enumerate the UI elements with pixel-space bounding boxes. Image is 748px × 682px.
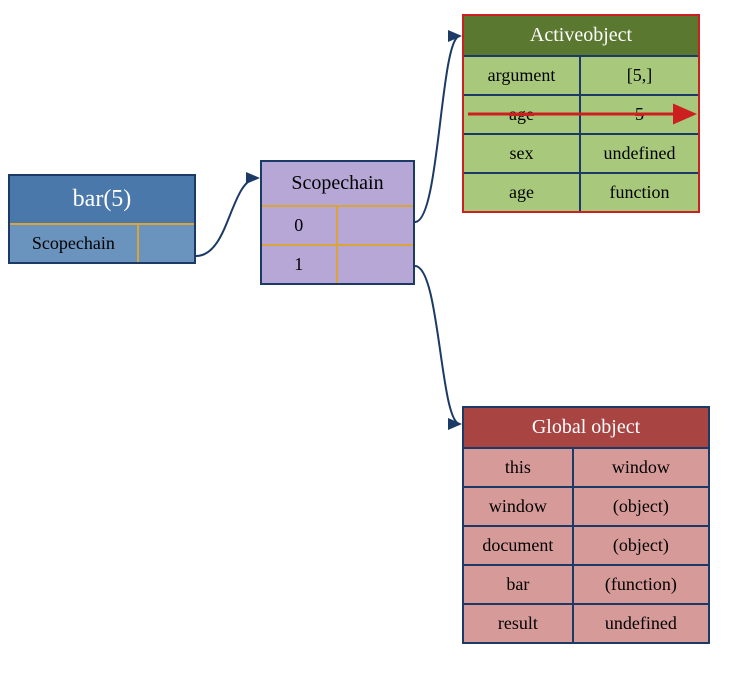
global-val: (function) (574, 566, 708, 603)
global-key: this (464, 449, 574, 486)
bar-title: bar(5) (10, 176, 194, 223)
global-val: undefined (574, 605, 708, 642)
arrow-scope1-to-global (415, 266, 460, 424)
scope-idx-1: 1 (262, 246, 338, 283)
bar-scopechain-ptr (139, 225, 194, 262)
active-val: undefined (581, 135, 698, 172)
global-row: this window (464, 447, 708, 486)
scopechain-title: Scopechain (262, 162, 413, 205)
arrow-bar-to-scope (196, 178, 258, 256)
scope-idx-0: 0 (262, 207, 338, 244)
active-key: sex (464, 135, 581, 172)
scope-row-0: 0 (262, 205, 413, 244)
global-key: result (464, 605, 574, 642)
arrow-scope0-to-active (415, 36, 460, 222)
active-row: age function (464, 172, 698, 211)
active-row: sex undefined (464, 133, 698, 172)
active-val: function (581, 174, 698, 211)
global-row: window (object) (464, 486, 708, 525)
global-val: window (574, 449, 708, 486)
global-row: result undefined (464, 603, 708, 642)
globalobject-box: Global object this window window (object… (462, 406, 710, 644)
active-key: age (464, 96, 581, 133)
scopechain-box: Scopechain 0 1 (260, 160, 415, 285)
globalobject-title: Global object (464, 408, 708, 447)
global-row: document (object) (464, 525, 708, 564)
active-key: argument (464, 57, 581, 94)
global-val: (object) (574, 488, 708, 525)
activeobject-title: Activeobject (464, 16, 698, 55)
bar-scopechain-label: Scopechain (10, 225, 139, 262)
global-val: (object) (574, 527, 708, 564)
scope-ptr-0 (338, 207, 414, 244)
bar-box: bar(5) Scopechain (8, 174, 196, 264)
global-key: bar (464, 566, 574, 603)
scope-ptr-1 (338, 246, 414, 283)
active-row: argument [5,] (464, 55, 698, 94)
active-key: age (464, 174, 581, 211)
active-val: 5 (581, 96, 698, 133)
scope-row-1: 1 (262, 244, 413, 283)
active-val: [5,] (581, 57, 698, 94)
active-row-struck: age 5 (464, 94, 698, 133)
activeobject-box: Activeobject argument [5,] age 5 sex und… (462, 14, 700, 213)
global-row: bar (function) (464, 564, 708, 603)
global-key: document (464, 527, 574, 564)
bar-row: Scopechain (10, 223, 194, 262)
global-key: window (464, 488, 574, 525)
